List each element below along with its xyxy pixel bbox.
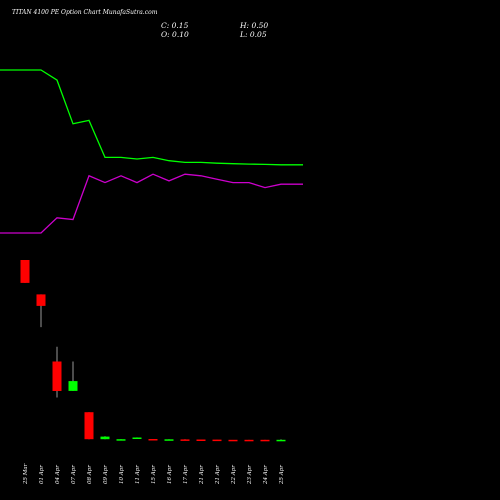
candle-body <box>20 260 30 283</box>
low-value: L: 0.05 <box>240 30 267 39</box>
chart-title: TITAN 4100 PE Option Chart MunafaSutra.c… <box>12 9 158 16</box>
x-axis-labels: 25 Mar 01 Apr 04 Apr 07 Apr 08 Apr 09 Apr 10 A… <box>23 463 285 485</box>
x-tick-label: 17 Apr <box>183 465 189 484</box>
indicator-line-1 <box>0 69 303 166</box>
candle-body <box>52 361 62 391</box>
candle-body <box>36 294 46 306</box>
candle-body <box>260 439 270 442</box>
x-tick-label: 25 Mar <box>23 463 29 485</box>
x-tick-label: 15 Apr <box>151 465 157 484</box>
candle-wicks <box>24 260 282 440</box>
x-tick-label: 01 Apr <box>39 465 45 484</box>
indicator-lines <box>0 69 303 234</box>
candle-body <box>212 439 222 442</box>
candle-body <box>276 439 286 442</box>
indicator-line-2 <box>0 173 303 234</box>
x-tick-label: 21 Apr <box>199 465 205 485</box>
x-tick-label: 11 Apr <box>135 465 141 484</box>
candle-body <box>100 436 110 440</box>
open-value: O: 0.10 <box>161 30 189 39</box>
x-tick-label: 16 Apr <box>167 465 173 484</box>
candle-body <box>244 439 254 442</box>
candle-body <box>116 439 126 441</box>
candle-body <box>164 439 174 441</box>
high-value: H: 0.50 <box>240 21 269 30</box>
x-tick-label: 23 Apr <box>247 465 253 485</box>
x-tick-label: 08 Apr <box>87 465 93 484</box>
x-tick-label: 10 Apr <box>119 465 125 484</box>
x-tick-label: 04 Apr <box>55 465 61 484</box>
candle-body <box>228 439 238 442</box>
candle-body <box>68 381 78 391</box>
x-tick-label: 25 Apr <box>279 465 285 485</box>
x-tick-label: 22 Apr <box>231 465 237 485</box>
candle-body <box>180 439 190 441</box>
candle-body <box>84 412 94 440</box>
close-value: C: 0.15 <box>161 21 189 30</box>
candle-body <box>132 437 142 439</box>
candle-body <box>148 439 158 441</box>
x-tick-label: 21 Apr <box>215 465 221 485</box>
x-tick-label: 09 Apr <box>103 465 109 484</box>
candle-body <box>196 439 206 441</box>
x-tick-label: 24 Apr <box>263 465 269 485</box>
candle-bodies <box>20 260 286 442</box>
x-tick-label: 07 Apr <box>71 465 77 484</box>
